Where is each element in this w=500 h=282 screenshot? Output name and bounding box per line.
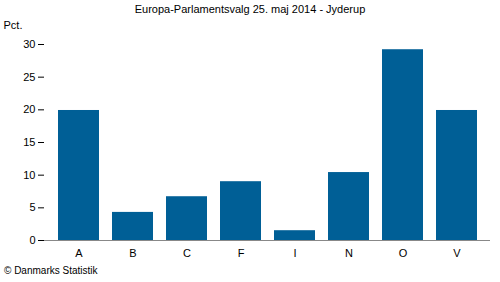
svg-text:V: V (453, 247, 461, 259)
svg-text:0: 0 (29, 234, 35, 246)
svg-text:10: 10 (23, 169, 35, 181)
svg-text:N: N (345, 247, 353, 259)
svg-text:C: C (183, 247, 191, 259)
html-text:© Danmarks Statistik: © Danmarks Statistik (4, 265, 98, 276)
svg-text:Pct.: Pct. (4, 19, 23, 31)
svg-text:O: O (399, 247, 408, 259)
svg-text:5: 5 (29, 201, 35, 213)
svg-text:15: 15 (23, 136, 35, 148)
svg-text:B: B (129, 247, 136, 259)
svg-text:20: 20 (23, 103, 35, 115)
svg-text:A: A (75, 247, 83, 259)
svg-text:F: F (238, 247, 245, 259)
svg-text:30: 30 (23, 38, 35, 50)
svg-text:I: I (293, 247, 296, 259)
html-text:Europa-Parlamentsvalg 25. maj: Europa-Parlamentsvalg 25. maj 2014 - Jyd… (134, 3, 366, 15)
svg-text:25: 25 (23, 71, 35, 83)
